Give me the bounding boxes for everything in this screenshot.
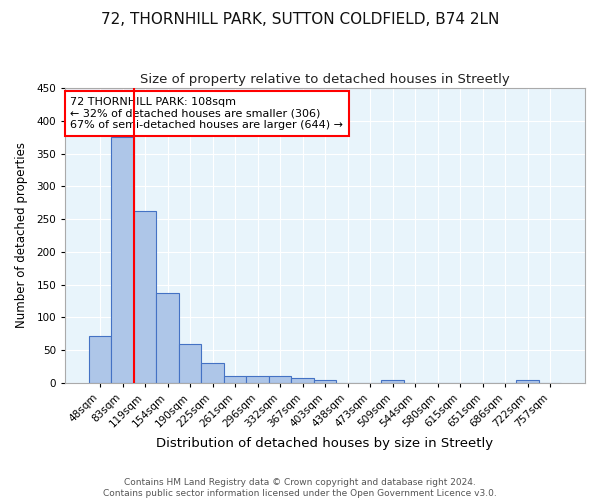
Bar [517, 380, 539, 383]
Bar [382, 380, 404, 383]
Text: 72 THORNHILL PARK: 108sqm
← 32% of detached houses are smaller (306)
67% of semi: 72 THORNHILL PARK: 108sqm ← 32% of detac… [70, 97, 343, 130]
Bar [224, 376, 246, 383]
Bar [134, 211, 156, 383]
Bar [111, 137, 134, 383]
Bar [314, 380, 337, 383]
Bar [89, 336, 111, 383]
Title: Size of property relative to detached houses in Streetly: Size of property relative to detached ho… [140, 72, 510, 86]
Bar [269, 376, 291, 383]
Bar [179, 344, 201, 383]
Bar [201, 363, 224, 383]
Bar [246, 376, 269, 383]
Y-axis label: Number of detached properties: Number of detached properties [15, 142, 28, 328]
Text: Contains HM Land Registry data © Crown copyright and database right 2024.
Contai: Contains HM Land Registry data © Crown c… [103, 478, 497, 498]
Bar [156, 293, 179, 383]
X-axis label: Distribution of detached houses by size in Streetly: Distribution of detached houses by size … [157, 437, 494, 450]
Text: 72, THORNHILL PARK, SUTTON COLDFIELD, B74 2LN: 72, THORNHILL PARK, SUTTON COLDFIELD, B7… [101, 12, 499, 28]
Bar [291, 378, 314, 383]
